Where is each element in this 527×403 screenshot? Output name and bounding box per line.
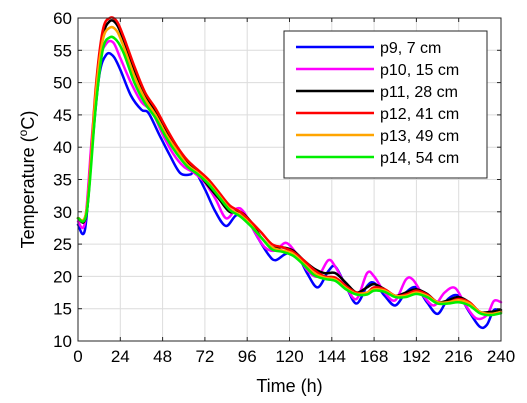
legend-label-2: p10, 15 cm: [380, 62, 459, 79]
y-tick-label: 40: [53, 138, 72, 157]
y-tick-label: 35: [53, 171, 72, 190]
y-tick-labels: 10 15 20 25 30 35 40 45 50 55 60: [53, 9, 72, 351]
x-tick-label: 0: [73, 347, 82, 366]
legend: p9, 7 cm p10, 15 cm p11, 28 cm p12, 41 cm p1…: [283, 30, 488, 179]
x-tick-label: 144: [318, 347, 346, 366]
y-axis-label-superscript: o: [16, 129, 30, 136]
y-axis-label: Temperature (oC): [16, 111, 38, 249]
series-line-2: [76, 39, 503, 321]
x-tick-label: 192: [402, 347, 430, 366]
legend-label-4: p12, 41 cm: [380, 106, 459, 123]
y-tick-label: 50: [53, 74, 72, 93]
x-tick-label: 120: [275, 347, 303, 366]
y-axis-label-main: Temperature (: [18, 136, 38, 248]
series-line-6: [76, 35, 503, 317]
y-tick-label: 45: [53, 106, 72, 125]
x-tick-label: 168: [360, 347, 388, 366]
y-tick-label: 20: [53, 267, 72, 286]
y-axis-label-tail: C): [18, 111, 38, 130]
legend-label-6: p14, 54 cm: [380, 150, 459, 167]
x-tick-labels: 0 24 48 72 96 120 144 168 192 216 240: [73, 347, 515, 366]
x-tick-label: 24: [111, 347, 130, 366]
series-line-1: [76, 51, 503, 330]
x-tick-label: 240: [487, 347, 515, 366]
x-tick-label: 216: [445, 347, 473, 366]
legend-box: [283, 30, 488, 179]
axis-ticks: [77, 17, 502, 342]
y-tick-label: 15: [53, 300, 72, 319]
y-tick-label: 30: [53, 203, 72, 222]
x-tick-label: 72: [195, 347, 214, 366]
y-tick-label: 55: [53, 41, 72, 60]
y-tick-label: 10: [53, 332, 72, 351]
y-tick-label: 25: [53, 235, 72, 254]
legend-label-3: p11, 28 cm: [380, 84, 458, 101]
legend-label-5: p13, 49 cm: [380, 128, 459, 145]
x-axis-label: Time (h): [256, 376, 322, 396]
x-tick-label: 48: [153, 347, 172, 366]
legend-label-1: p9, 7 cm: [380, 40, 441, 57]
series-lines: [76, 16, 503, 330]
y-tick-label: 60: [53, 9, 72, 28]
x-tick-label: 96: [238, 347, 257, 366]
